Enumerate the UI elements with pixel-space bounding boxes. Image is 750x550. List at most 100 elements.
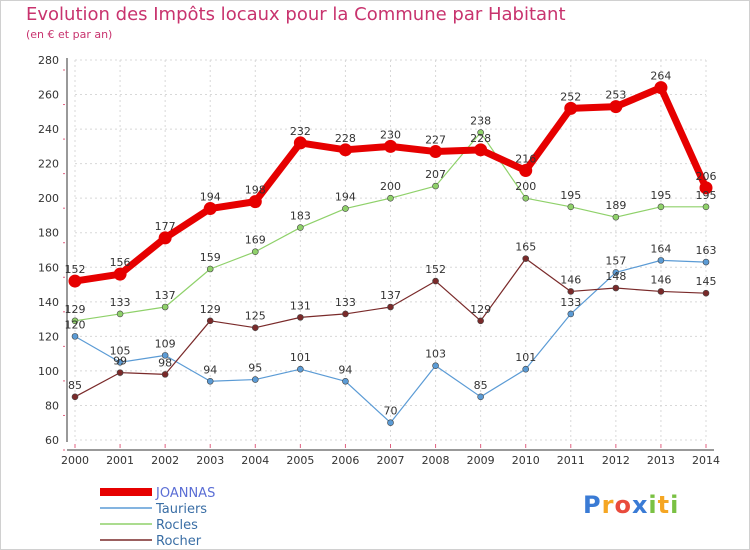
logo-letter: i (670, 491, 680, 519)
data-point (206, 377, 214, 385)
data-label: 195 (650, 189, 671, 202)
data-point (251, 324, 259, 332)
data-label: 195 (696, 189, 717, 202)
data-point (519, 164, 533, 178)
data-label: 101 (290, 351, 311, 364)
data-point (251, 376, 259, 383)
data-point (432, 277, 439, 285)
data-label: 152 (425, 263, 446, 276)
data-point (206, 265, 214, 273)
data-label: 145 (696, 275, 717, 288)
data-point (71, 333, 79, 340)
data-label: 120 (65, 318, 86, 331)
data-label: 228 (470, 132, 491, 145)
data-point (429, 145, 443, 159)
data-label: 159 (200, 251, 221, 264)
data-label: 129 (65, 303, 86, 316)
data-point (612, 284, 620, 292)
data-label: 189 (605, 199, 626, 212)
data-label: 146 (650, 273, 671, 286)
data-point (609, 100, 623, 114)
data-point (251, 248, 259, 256)
y-tick-label: 160 (38, 261, 59, 274)
data-label: 164 (650, 242, 671, 255)
data-label: 194 (200, 191, 221, 204)
x-tick-label: 2013 (647, 454, 675, 467)
data-point (203, 202, 217, 216)
logo-letter: r (601, 491, 615, 519)
x-tick-label: 2004 (241, 454, 269, 467)
data-point (116, 358, 124, 366)
data-label: 109 (155, 337, 176, 350)
x-tick-label: 2008 (422, 454, 450, 467)
data-label: 216 (515, 153, 536, 166)
data-label: 94 (338, 363, 352, 376)
data-label: 105 (110, 344, 131, 357)
data-label: 133 (335, 296, 356, 309)
data-label: 253 (605, 89, 626, 102)
data-point (699, 181, 713, 195)
series-lines (68, 81, 713, 427)
x-tick-label: 2005 (286, 454, 314, 467)
grid (74, 59, 707, 441)
data-label: 101 (515, 351, 536, 364)
data-point (293, 136, 307, 150)
data-point (113, 267, 127, 281)
x-tick-label: 2002 (151, 454, 179, 467)
data-label: 133 (110, 296, 131, 309)
data-label: 99 (113, 355, 127, 368)
data-label: 228 (335, 132, 356, 145)
data-point (387, 419, 394, 427)
data-point (522, 365, 530, 373)
x-tick-label: 2011 (557, 454, 585, 467)
y-tick-label: 200 (38, 192, 59, 205)
y-tick-label: 80 (45, 399, 59, 412)
data-label: 200 (380, 180, 401, 193)
data-point (206, 317, 214, 325)
data-point (477, 317, 484, 325)
data-point (158, 231, 172, 245)
x-tick-label: 2003 (196, 454, 224, 467)
data-label: 133 (560, 296, 581, 309)
data-point (116, 369, 124, 376)
data-label: 85 (474, 379, 488, 392)
data-point (338, 143, 352, 157)
data-point (248, 195, 262, 209)
data-point (654, 81, 668, 95)
x-tick-label: 2010 (512, 454, 540, 467)
data-label: 163 (696, 244, 717, 257)
data-point (387, 194, 394, 202)
data-point (432, 362, 439, 370)
x-tick-label: 2006 (331, 454, 359, 467)
data-point (161, 371, 169, 378)
data-label: 94 (203, 363, 217, 376)
data-label: 98 (158, 356, 172, 369)
logo-letter: i (648, 491, 658, 519)
data-point (567, 203, 575, 211)
y-tick-label: 260 (38, 89, 59, 102)
x-tick-label: 2000 (61, 454, 89, 467)
data-label: 152 (65, 263, 86, 276)
data-label: 230 (380, 128, 401, 141)
data-label: 129 (200, 303, 221, 316)
data-point (477, 393, 484, 401)
data-label: 194 (335, 191, 356, 204)
data-point (116, 310, 124, 318)
data-point (522, 255, 530, 262)
data-point (342, 310, 349, 318)
data-point (297, 365, 304, 373)
data-point (297, 314, 304, 321)
data-label: 200 (515, 180, 536, 193)
x-tick-label: 2009 (467, 454, 495, 467)
legend-label-rocher: Rocher (156, 534, 202, 549)
data-point (567, 288, 575, 295)
chart-subtitle: (en € et par an) (26, 28, 113, 41)
y-tick-label: 120 (38, 330, 59, 343)
y-tick-label: 220 (38, 158, 59, 171)
data-point (702, 203, 710, 211)
y-tick-label: 140 (38, 296, 59, 309)
data-point (297, 224, 304, 231)
proxiti-logo: Proxiti (583, 491, 679, 519)
data-label: 137 (380, 289, 401, 302)
